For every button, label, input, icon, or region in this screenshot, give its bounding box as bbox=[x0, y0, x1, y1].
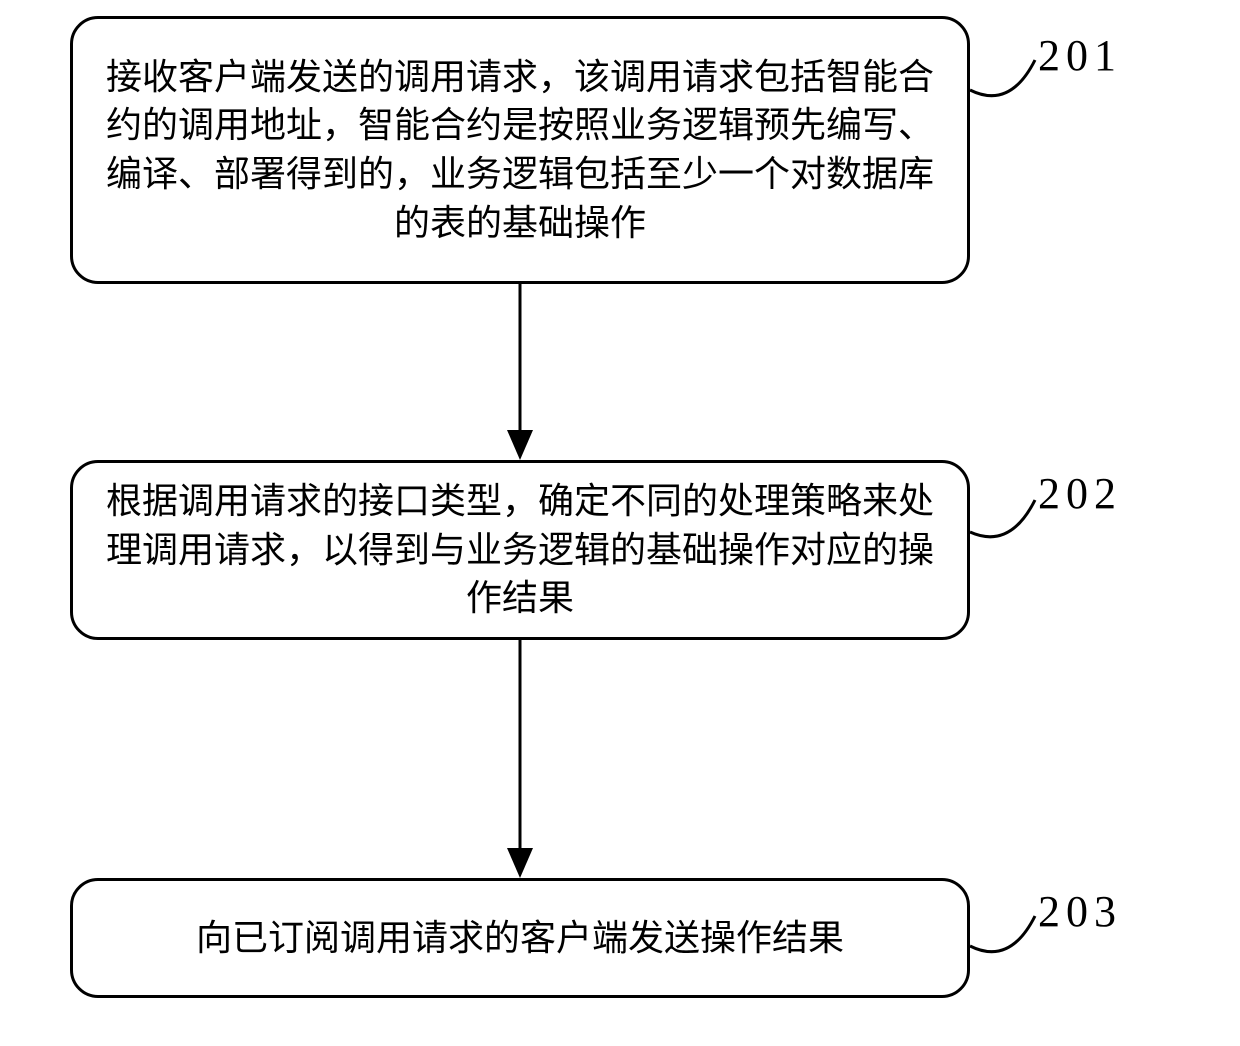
flow-edge-2-3 bbox=[494, 640, 546, 878]
flowchart-canvas: 接收客户端发送的调用请求，该调用请求包括智能合约的调用地址，智能合约是按照业务逻… bbox=[0, 0, 1240, 1046]
flow-node-1-text: 接收客户端发送的调用请求，该调用请求包括智能合约的调用地址，智能合约是按照业务逻… bbox=[103, 53, 937, 247]
flow-node-3-label: 203 bbox=[1038, 886, 1122, 937]
flow-node-2-label: 202 bbox=[1038, 468, 1122, 519]
flow-edge-1-2 bbox=[494, 284, 546, 460]
flow-node-1-label: 201 bbox=[1038, 30, 1122, 81]
flow-node-2-text: 根据调用请求的接口类型，确定不同的处理策略来处理调用请求，以得到与业务逻辑的基础… bbox=[103, 477, 937, 623]
flow-node-3-text: 向已订阅调用请求的客户端发送操作结果 bbox=[196, 914, 844, 963]
flow-node-3: 向已订阅调用请求的客户端发送操作结果 bbox=[70, 878, 970, 998]
flow-node-2: 根据调用请求的接口类型，确定不同的处理策略来处理调用请求，以得到与业务逻辑的基础… bbox=[70, 460, 970, 640]
flow-node-1: 接收客户端发送的调用请求，该调用请求包括智能合约的调用地址，智能合约是按照业务逻… bbox=[70, 16, 970, 284]
